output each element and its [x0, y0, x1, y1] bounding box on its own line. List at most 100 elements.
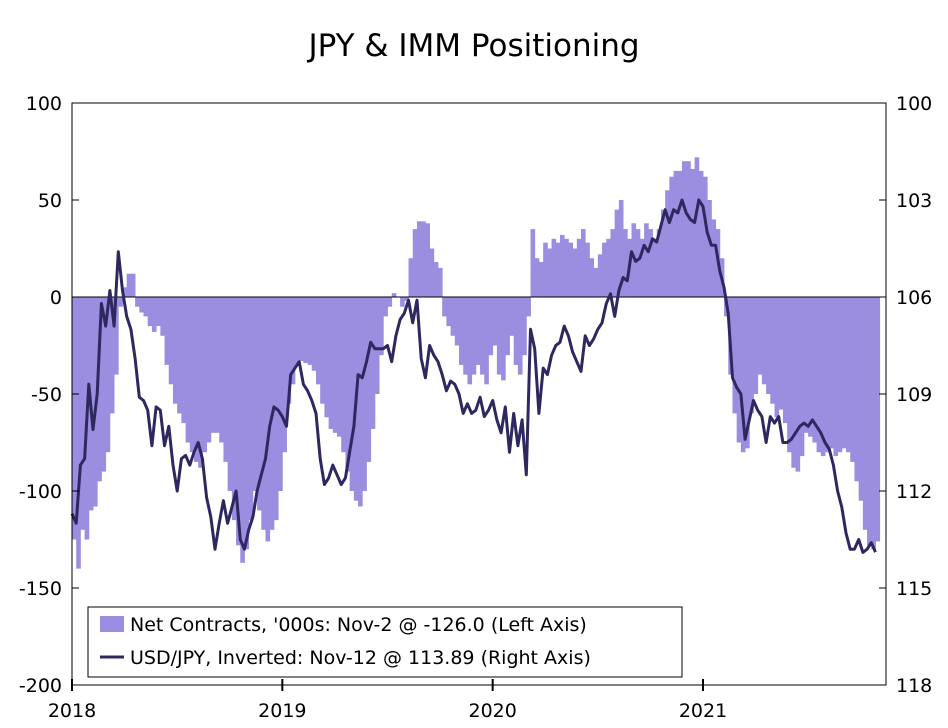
bar — [215, 297, 220, 433]
x-tick-label: 2020 — [468, 700, 516, 722]
bar — [446, 297, 452, 327]
bar — [206, 297, 212, 443]
bar — [459, 297, 464, 365]
bar — [337, 297, 342, 437]
bar — [803, 297, 809, 433]
bar — [362, 297, 367, 491]
bar — [509, 297, 515, 336]
chart-title: JPY & IMM Positioning — [306, 28, 639, 64]
bar — [791, 297, 796, 468]
bar — [816, 297, 822, 453]
bar — [854, 297, 860, 482]
right-axis: 100 103 106 109 112 115 118 — [879, 93, 932, 697]
x-tick-label: 2018 — [48, 700, 96, 722]
bar — [673, 170, 679, 297]
bar — [240, 297, 245, 563]
bar — [648, 229, 653, 297]
bar — [151, 297, 157, 332]
bar — [480, 297, 485, 375]
bar — [408, 258, 414, 297]
bar — [850, 297, 855, 462]
left-tick-label: 0 — [50, 287, 62, 309]
bar — [387, 297, 393, 307]
bar — [808, 297, 813, 437]
bar — [290, 297, 296, 385]
bar — [551, 238, 557, 297]
bar — [610, 229, 616, 297]
bar — [677, 170, 683, 297]
left-tick-label: -200 — [19, 675, 62, 697]
bar — [366, 297, 372, 462]
bar — [72, 297, 77, 540]
bar — [164, 297, 170, 365]
bar — [76, 297, 81, 569]
bar — [799, 297, 805, 457]
bar — [189, 297, 195, 453]
bar — [261, 297, 266, 530]
bar — [862, 297, 868, 530]
bar — [602, 242, 607, 297]
bar — [139, 297, 144, 313]
bar — [286, 297, 292, 404]
bar — [421, 221, 426, 297]
bar — [694, 157, 700, 297]
right-tick-label: 112 — [896, 481, 932, 503]
bar — [496, 297, 502, 375]
usdjpy-line — [70, 198, 877, 554]
bar — [135, 297, 140, 307]
bar — [400, 297, 405, 307]
bar — [156, 297, 161, 327]
bar — [778, 297, 784, 410]
bar — [761, 297, 767, 385]
left-tick-label: -100 — [19, 481, 62, 503]
bar — [745, 297, 750, 449]
bar — [349, 297, 355, 491]
bar — [564, 238, 569, 297]
bar — [282, 297, 287, 453]
bar — [538, 262, 544, 297]
bar — [770, 297, 775, 404]
bar — [168, 297, 174, 385]
bar — [160, 297, 165, 336]
bar — [185, 297, 191, 443]
bar — [429, 248, 435, 297]
bar — [593, 267, 599, 297]
bar — [202, 297, 208, 453]
bar — [623, 229, 628, 297]
bar — [328, 297, 334, 429]
bar — [681, 161, 687, 297]
bar — [471, 297, 477, 375]
bar — [559, 234, 565, 297]
bar — [572, 248, 578, 297]
bar — [383, 297, 388, 317]
bar — [690, 168, 695, 297]
bar — [358, 297, 363, 507]
legend: Net Contracts, '000s: Nov-2 @ -126.0 (Le… — [87, 606, 683, 678]
bar — [172, 297, 178, 404]
bar — [837, 297, 843, 453]
bar — [820, 297, 826, 457]
legend-box — [87, 606, 683, 678]
bar — [753, 297, 759, 394]
bar — [130, 273, 136, 297]
bar — [412, 229, 418, 297]
bar — [294, 297, 300, 365]
bar — [299, 297, 304, 362]
bar — [114, 297, 119, 375]
bar — [374, 297, 380, 394]
bar — [147, 297, 153, 327]
bar — [652, 238, 658, 297]
bar — [526, 297, 531, 317]
x-tick-label: 2021 — [679, 700, 727, 722]
bar — [505, 297, 510, 356]
bar — [315, 297, 321, 385]
bar — [332, 297, 338, 433]
bar — [782, 297, 788, 424]
bar — [547, 248, 552, 297]
bar — [812, 297, 817, 443]
bar — [795, 297, 801, 472]
bar — [109, 297, 115, 414]
bar — [736, 297, 742, 443]
bar — [555, 242, 561, 297]
